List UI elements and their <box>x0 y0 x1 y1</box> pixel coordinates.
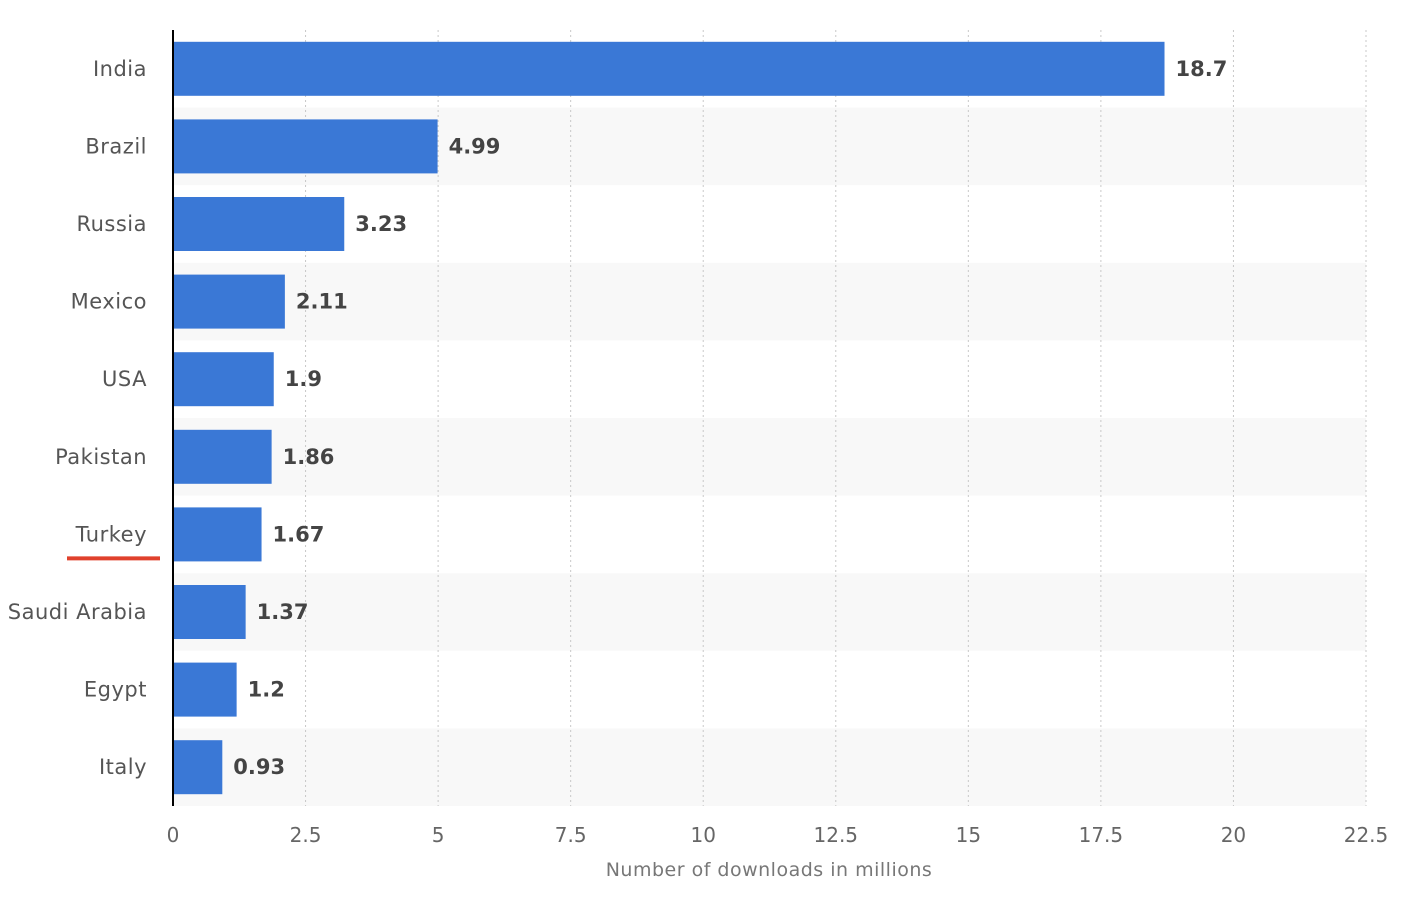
bar[interactable] <box>173 119 438 174</box>
value-label: 1.9 <box>285 367 322 391</box>
bar[interactable] <box>173 352 274 407</box>
bar[interactable] <box>173 662 237 717</box>
row-band <box>173 728 1366 806</box>
x-tick-label: 0 <box>167 823 180 847</box>
bar[interactable] <box>173 274 285 329</box>
bar[interactable] <box>173 197 345 251</box>
category-label: Brazil <box>85 134 147 158</box>
x-tick-label: 15 <box>956 823 981 847</box>
category-label: Egypt <box>84 678 147 702</box>
bar[interactable] <box>173 429 272 484</box>
x-tick-labels: 0 2.5 5 7.5 10 12.5 15 17.5 20 22.5 <box>167 823 1389 847</box>
value-label: 4.99 <box>449 134 501 158</box>
x-tick-label: 22.5 <box>1344 823 1389 847</box>
value-label: 1.2 <box>248 678 285 702</box>
category-label: Pakistan <box>55 445 147 469</box>
value-labels: 18.7 4.99 3.23 2.11 1.9 1.86 1.67 1.37 1.2 0.93 <box>233 57 1227 779</box>
x-tick-label: 2.5 <box>290 823 322 847</box>
row-band <box>173 418 1366 496</box>
value-label: 0.93 <box>233 755 285 779</box>
value-label: 3.23 <box>355 212 407 236</box>
category-label: Russia <box>76 212 147 236</box>
row-band <box>173 262 1366 341</box>
value-label: 1.67 <box>273 522 325 546</box>
category-label: Turkey <box>75 522 147 546</box>
x-tick-label: 17.5 <box>1079 823 1124 847</box>
x-tick-label: 5 <box>432 823 445 847</box>
x-tick-label: 10 <box>690 823 715 847</box>
bar[interactable] <box>173 41 1165 96</box>
x-tick-label: 7.5 <box>555 823 587 847</box>
value-label: 2.11 <box>296 290 348 314</box>
row-band <box>173 573 1366 651</box>
value-label: 1.86 <box>283 445 335 469</box>
category-label: Mexico <box>71 290 147 314</box>
category-label: India <box>93 57 147 81</box>
x-tick-label: 20 <box>1221 823 1246 847</box>
value-label: 18.7 <box>1176 57 1228 81</box>
category-label: Italy <box>99 755 147 779</box>
bar[interactable] <box>173 507 262 562</box>
gridlines <box>305 30 1367 806</box>
bars <box>173 41 1165 795</box>
category-labels: India Brazil Russia Mexico USA Pakistan Turkey… <box>8 57 147 779</box>
bar[interactable] <box>173 740 223 795</box>
category-label: Saudi Arabia <box>8 600 147 624</box>
value-label: 1.37 <box>257 600 309 624</box>
bar[interactable] <box>173 585 246 639</box>
x-tick-label: 12.5 <box>814 823 859 847</box>
row-bands <box>173 107 1366 806</box>
category-label: USA <box>102 367 147 391</box>
x-axis-title: Number of downloads in millions <box>606 859 933 881</box>
